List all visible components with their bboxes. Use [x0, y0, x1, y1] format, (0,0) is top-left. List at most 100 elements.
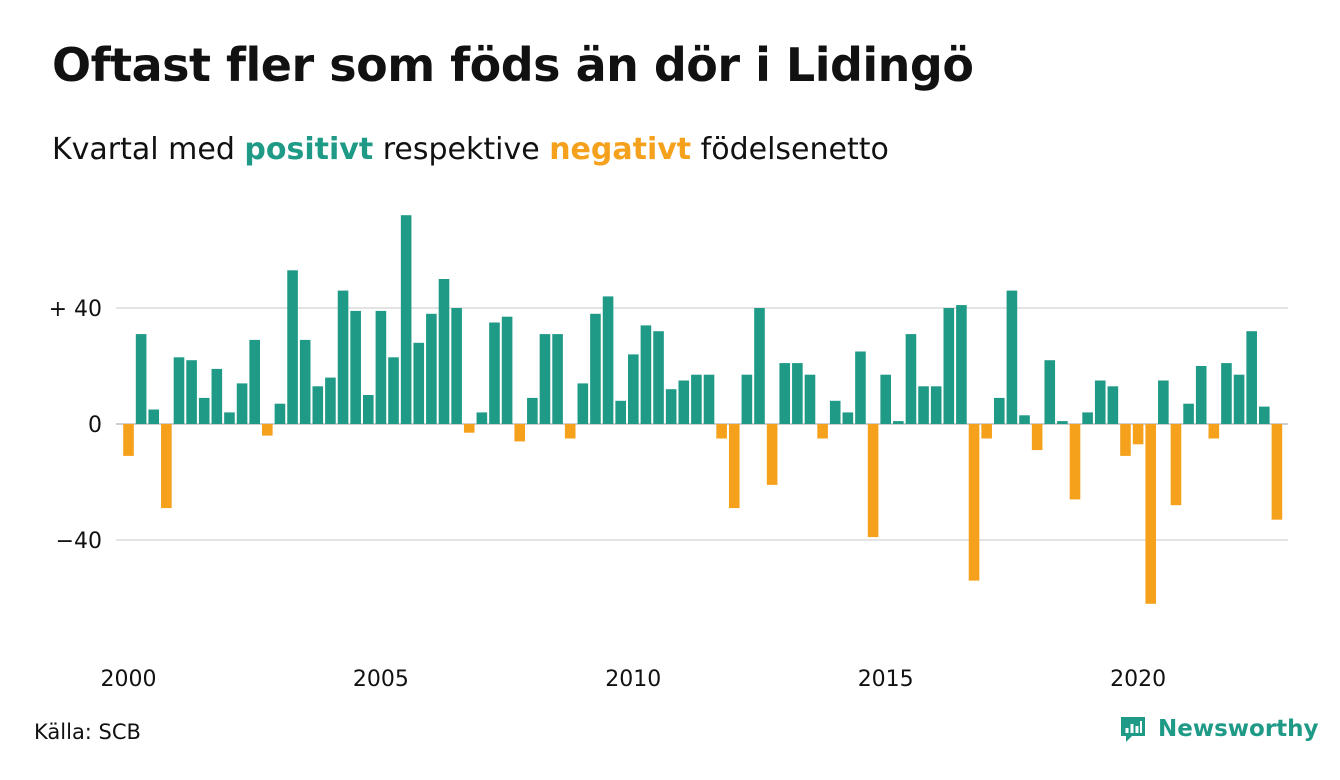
bar-positive [602, 296, 614, 424]
bar-positive [792, 363, 803, 424]
chart-subtitle: Kvartal med positivt respektive negativt… [52, 132, 889, 167]
bar-negative [1271, 424, 1283, 520]
bar-negative [728, 424, 740, 509]
brand-logo: Newsworthy [1118, 714, 1319, 744]
bar-positive [1082, 412, 1093, 424]
bar-positive [691, 374, 702, 424]
x-tick-label: 2020 [1110, 667, 1166, 692]
bar-positive [249, 339, 260, 424]
bar-positive [1019, 415, 1030, 424]
bar-negative [867, 424, 879, 538]
bar-negative [564, 424, 576, 439]
bar-positive [804, 374, 816, 424]
bar-negative [123, 424, 134, 456]
bar-positive [274, 403, 286, 424]
bar-negative [981, 424, 992, 439]
bar-negative [463, 424, 475, 433]
bar-positive [489, 322, 500, 424]
bar-positive [312, 386, 324, 424]
bar-positive [842, 412, 854, 424]
y-tick-label: −40 [56, 529, 102, 554]
x-tick-label: 2015 [858, 667, 914, 692]
bar-positive [590, 313, 601, 424]
bar-positive [779, 363, 791, 424]
bar-positive [211, 368, 223, 424]
bar-positive [173, 357, 185, 424]
bar-positive [1221, 363, 1232, 424]
bar-positive [438, 279, 450, 424]
source-note: Källa: SCB [34, 720, 141, 744]
bar-positive [918, 386, 929, 424]
bar-negative [716, 424, 727, 439]
bar-negative [514, 424, 526, 442]
bar-negative [1132, 424, 1144, 445]
brand-name: Newsworthy [1158, 716, 1319, 742]
bar-positive [375, 310, 387, 424]
subtitle-text-1: Kvartal med [52, 132, 245, 167]
subtitle-text-2: respektive [373, 132, 550, 167]
bar-negative [817, 424, 828, 439]
bar-positive [993, 397, 1005, 424]
bar-positive [135, 334, 147, 424]
bar-positive [476, 412, 488, 424]
bar-negative [1170, 424, 1182, 506]
bar-positive [198, 397, 210, 424]
bar-positive [325, 377, 336, 424]
bar-positive [905, 334, 917, 424]
x-tick-label: 2000 [101, 667, 157, 692]
bar-positive [1183, 403, 1194, 424]
bar-positive [299, 339, 311, 424]
bar-negative [262, 424, 273, 436]
bar-positive [653, 331, 664, 424]
bar-positive [350, 310, 361, 424]
bar-chart: + 40 0 −40 2000 2005 2010 2015 2020 [49, 215, 1288, 692]
bar-positive [956, 305, 967, 424]
bar-positive [640, 325, 652, 424]
newsworthy-logo-icon [1121, 717, 1145, 742]
bar-positive [930, 386, 942, 424]
bar-positive [186, 360, 197, 424]
bar-positive [388, 357, 399, 424]
chart-title: Oftast fler som föds än dör i Lidingö [52, 38, 974, 92]
bar-positive [337, 290, 349, 424]
bar-positive [426, 313, 437, 424]
bar-negative [161, 424, 172, 509]
bar-positive [855, 351, 866, 424]
bar-negative [1208, 424, 1220, 439]
bar-positive [400, 215, 412, 424]
y-tick-label: 0 [88, 413, 102, 438]
bar-positive [665, 389, 677, 424]
bar-positive [741, 374, 753, 424]
subtitle-negative-word: negativt [549, 132, 692, 167]
bar-negative [1031, 424, 1043, 451]
bar-positive [501, 316, 513, 424]
subtitle-positive-word: positivt [244, 132, 374, 167]
bar-positive [1057, 421, 1068, 424]
bar-positive [287, 270, 298, 424]
bar-positive [413, 342, 425, 424]
bar-positive [1006, 290, 1018, 424]
x-tick-label: 2005 [353, 667, 409, 692]
bar-positive [362, 395, 374, 424]
bar-positive [703, 374, 715, 424]
bar-positive [148, 409, 160, 424]
bar-positive [451, 308, 462, 424]
bar-positive [1233, 374, 1245, 424]
subtitle-text-3: födelsenetto [691, 132, 889, 167]
bar-positive [539, 334, 551, 424]
bar-positive [754, 308, 765, 424]
bar-positive [893, 421, 904, 424]
bar-positive [236, 383, 248, 424]
bar-positive [224, 412, 235, 424]
bar-positive [1158, 380, 1169, 424]
bar-positive [628, 354, 639, 424]
bar-negative [1069, 424, 1081, 500]
bar-positive [527, 397, 538, 424]
bar-negative [968, 424, 980, 581]
x-tick-label: 2010 [605, 667, 661, 692]
bar-negative [1120, 424, 1131, 456]
bar-positive [829, 400, 841, 424]
bar-positive [1246, 331, 1257, 424]
bar-negative [1145, 424, 1157, 604]
bar-negative [766, 424, 778, 485]
